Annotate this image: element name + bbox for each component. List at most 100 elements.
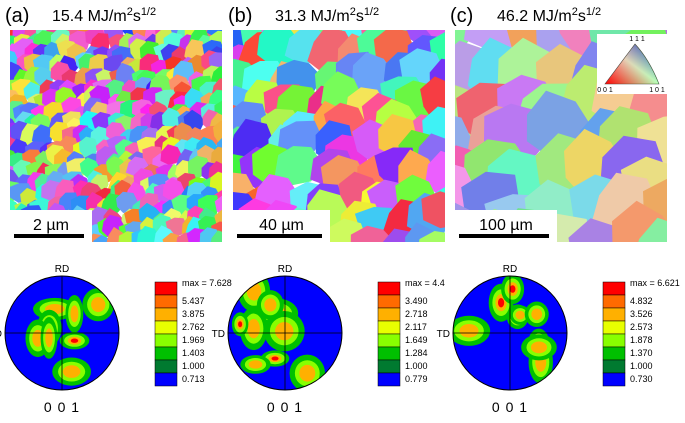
legend-swatch xyxy=(155,360,177,373)
legend-swatch xyxy=(155,347,177,360)
pole-contour xyxy=(264,298,276,311)
legend-level: 3.490 xyxy=(405,296,428,306)
scale-bar-label: 40 µm xyxy=(259,217,304,234)
legend-level: 1.649 xyxy=(405,335,428,345)
title-superscript: 1/2 xyxy=(586,6,601,18)
pole-contour xyxy=(249,360,263,368)
legend-level: 0.779 xyxy=(405,374,428,384)
td-label: TD xyxy=(0,329,2,340)
panel-label: (b) xyxy=(228,5,252,27)
legend-level: 1.878 xyxy=(630,335,653,345)
scale-bar xyxy=(14,234,84,238)
legend-swatch xyxy=(378,282,400,295)
legend-swatch xyxy=(155,373,177,386)
legend-level: 2.573 xyxy=(630,322,653,332)
legend-swatch xyxy=(155,321,177,334)
legend-level: 1.370 xyxy=(630,348,653,358)
legend-level: 3.875 xyxy=(182,309,205,319)
legend-swatch xyxy=(378,373,400,386)
rd-label: RD xyxy=(55,264,69,275)
legend-swatch xyxy=(378,347,400,360)
legend-swatch xyxy=(155,308,177,321)
pole-contour xyxy=(498,298,504,307)
plane-label: 0 0 1 xyxy=(492,399,528,415)
panel-title: 15.4 MJ/m2s1/2 xyxy=(52,6,156,25)
rd-label: RD xyxy=(503,264,517,275)
title-text: 31.3 MJ/m xyxy=(275,8,350,25)
pole-contour xyxy=(70,305,78,322)
scale-bar-label: 100 µm xyxy=(479,217,533,234)
pole-contour xyxy=(275,322,293,340)
legend-max: max = 6.621 xyxy=(630,278,680,288)
title-text: s xyxy=(133,8,141,25)
pole-contour xyxy=(63,365,80,378)
ipf-left: 0 0 1 xyxy=(597,87,613,94)
legend-max: max = 7.628 xyxy=(182,278,232,288)
td-label: TD xyxy=(212,329,225,340)
legend-swatch xyxy=(603,347,625,360)
title-superscript: 1/2 xyxy=(364,6,379,18)
legend-level: 2.117 xyxy=(405,322,427,332)
legend-level: 1.000 xyxy=(630,361,653,371)
legend-level: 2.718 xyxy=(405,309,428,319)
legend-level: 3.526 xyxy=(630,309,653,319)
pole-contour xyxy=(45,328,53,347)
ipf-right: 1 0 1 xyxy=(649,87,665,94)
legend-swatch xyxy=(155,295,177,308)
panel: (a) 15.4 MJ/m2s1/2 2 µm RD TD 0 0 1 max = 7.62… xyxy=(0,5,238,415)
legend-level: 0.713 xyxy=(182,374,205,384)
pole-contour xyxy=(510,285,516,293)
legend-swatch xyxy=(603,282,625,295)
legend-swatch xyxy=(603,360,625,373)
legend-swatch xyxy=(155,282,177,295)
title-text: 46.2 MJ/m xyxy=(497,8,572,25)
panel-label: (c) xyxy=(450,5,473,27)
legend-swatch xyxy=(603,308,625,321)
title-text: s xyxy=(578,8,586,25)
legend-level: 2.762 xyxy=(182,322,205,332)
pole-contour xyxy=(515,311,524,320)
scale-bar xyxy=(459,234,549,238)
scale-bar xyxy=(237,234,322,238)
pole-contour xyxy=(71,339,78,343)
pole-contour xyxy=(459,324,478,338)
pole-contour xyxy=(531,342,547,354)
legend-level: 5.437 xyxy=(182,296,205,306)
ipf-key: 1 1 1 0 0 1 1 0 1 xyxy=(597,34,667,94)
legend-swatch xyxy=(603,334,625,347)
legend-swatch xyxy=(378,321,400,334)
panel-label: (a) xyxy=(5,5,29,27)
legend-swatch xyxy=(378,308,400,321)
rd-label: RD xyxy=(278,264,292,275)
scale-bar-label: 2 µm xyxy=(33,217,69,234)
legend-level: 1.000 xyxy=(405,361,428,371)
ipf-top: 1 1 1 xyxy=(629,36,645,43)
legend-level: 1.284 xyxy=(405,348,428,358)
panel-title: 46.2 MJ/m2s1/2 xyxy=(497,6,601,25)
panel: (b) 31.3 MJ/m2s1/2 40 µm RD TD 0 0 1 max = 4.4… xyxy=(209,0,475,415)
legend-swatch xyxy=(378,334,400,347)
legend-swatch xyxy=(378,295,400,308)
pole-contour xyxy=(247,319,259,338)
legend-swatch xyxy=(603,295,625,308)
pole-contour xyxy=(91,297,105,312)
legend-level: 0.730 xyxy=(630,374,653,384)
plane-label: 0 0 1 xyxy=(267,399,303,415)
legend-max: max = 4.4 xyxy=(405,278,445,288)
pole-contour xyxy=(531,309,542,320)
td-label: TD xyxy=(437,329,450,340)
legend-level: 1.969 xyxy=(182,335,205,345)
legend-swatch xyxy=(155,334,177,347)
legend-swatch xyxy=(378,360,400,373)
legend-swatch xyxy=(603,373,625,386)
pole-contour xyxy=(299,365,315,382)
panel-title: 31.3 MJ/m2s1/2 xyxy=(275,6,379,25)
plane-label: 0 0 1 xyxy=(44,399,80,415)
legend-level: 4.832 xyxy=(630,296,653,306)
title-text: s xyxy=(356,8,364,25)
legend-swatch xyxy=(603,321,625,334)
pole-contour xyxy=(238,321,242,327)
title-text: 15.4 MJ/m xyxy=(52,8,127,25)
pole-contour xyxy=(271,356,278,360)
title-superscript: 1/2 xyxy=(141,6,156,18)
